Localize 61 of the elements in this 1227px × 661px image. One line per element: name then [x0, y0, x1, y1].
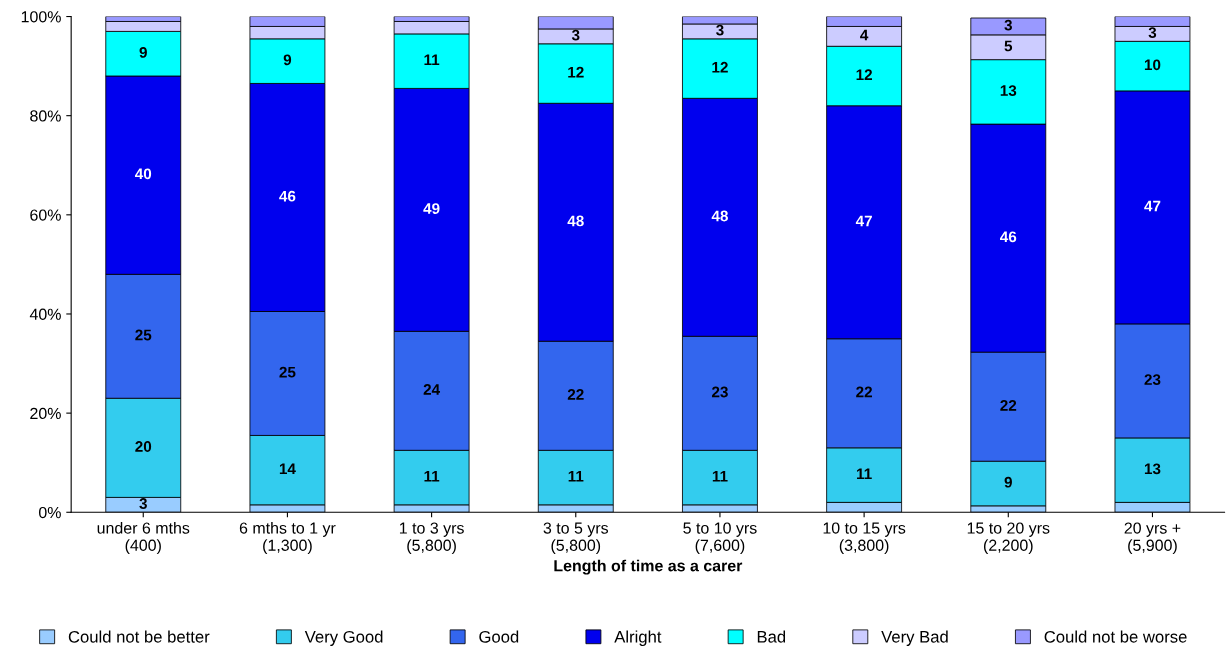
data-label: 14: [279, 463, 296, 475]
y-tick-label: 40%: [29, 308, 61, 320]
data-label: 11: [424, 54, 440, 66]
data-label: 11: [568, 471, 584, 482]
data-label: 23: [1144, 374, 1161, 386]
x-tick-label: 10 to 15 yrs (3,800): [823, 522, 906, 555]
y-tick-label: 60%: [30, 209, 61, 221]
data-label: 22: [567, 389, 584, 400]
data-label: 12: [712, 61, 728, 73]
data-label: 46: [1000, 231, 1017, 243]
x-tick-label: 20 yrs + (5,900): [1124, 522, 1181, 555]
legend-label: Very Good: [304, 630, 383, 646]
data-label: 20: [135, 441, 152, 452]
data-label: 47: [855, 215, 872, 227]
y-tick-label: 100%: [21, 11, 61, 23]
legend-label: Good: [479, 630, 519, 643]
data-label: 13: [1000, 85, 1017, 96]
data-label: 10: [1144, 59, 1161, 71]
data-label: 9: [1004, 476, 1012, 488]
data-label: 24: [423, 384, 441, 395]
data-label: 40: [134, 168, 152, 180]
data-label: 22: [856, 386, 872, 398]
data-label: 25: [135, 329, 152, 341]
y-tick-label: 0%: [38, 506, 61, 519]
data-label: 3: [1148, 27, 1157, 38]
data-label: 4: [860, 29, 869, 41]
data-label: 3: [571, 29, 580, 41]
x-axis-title: Length of time as a carer: [554, 559, 743, 575]
legend-label: Very Bad: [881, 630, 948, 646]
data-label: 12: [568, 66, 584, 78]
x-tick-label: under 6 mths (400): [97, 522, 190, 555]
data-label: 3: [716, 24, 724, 36]
data-label: 3: [1004, 19, 1012, 31]
legend-label: Bad: [757, 630, 786, 643]
data-label: 49: [423, 203, 440, 214]
data-label: 5: [1004, 40, 1013, 52]
x-tick-label: 1 to 3 yrs (5,800): [399, 522, 464, 555]
data-label: 12: [856, 69, 872, 80]
data-label: 9: [283, 54, 292, 66]
x-tick-label: 6 mths to 1 yr (1,300): [239, 522, 336, 555]
data-label: 47: [1144, 200, 1161, 212]
legend-label: Could not be worse: [1044, 630, 1187, 643]
data-label: 3: [139, 498, 147, 509]
y-tick-label: 80%: [30, 110, 61, 122]
data-label: 48: [567, 215, 584, 227]
legend-label: Alright: [614, 630, 662, 646]
y-tick-label: 20%: [30, 407, 61, 420]
legend-label: Could not be better: [68, 630, 210, 643]
data-label: 9: [139, 46, 147, 58]
data-label: 11: [424, 471, 440, 482]
data-label: 48: [711, 210, 728, 222]
data-label: 13: [1144, 463, 1161, 475]
data-label: 46: [279, 190, 296, 202]
x-tick-label: 15 to 20 yrs (2,200): [967, 522, 1050, 555]
data-label: 22: [1000, 399, 1017, 411]
data-label: 11: [857, 468, 872, 480]
data-label: 11: [712, 471, 728, 482]
data-label: 25: [279, 366, 296, 378]
x-tick-label: 3 to 5 yrs (5,800): [543, 522, 609, 555]
data-label: 23: [711, 386, 728, 398]
x-tick-label: 5 to 10 yrs (7,600): [683, 522, 757, 555]
